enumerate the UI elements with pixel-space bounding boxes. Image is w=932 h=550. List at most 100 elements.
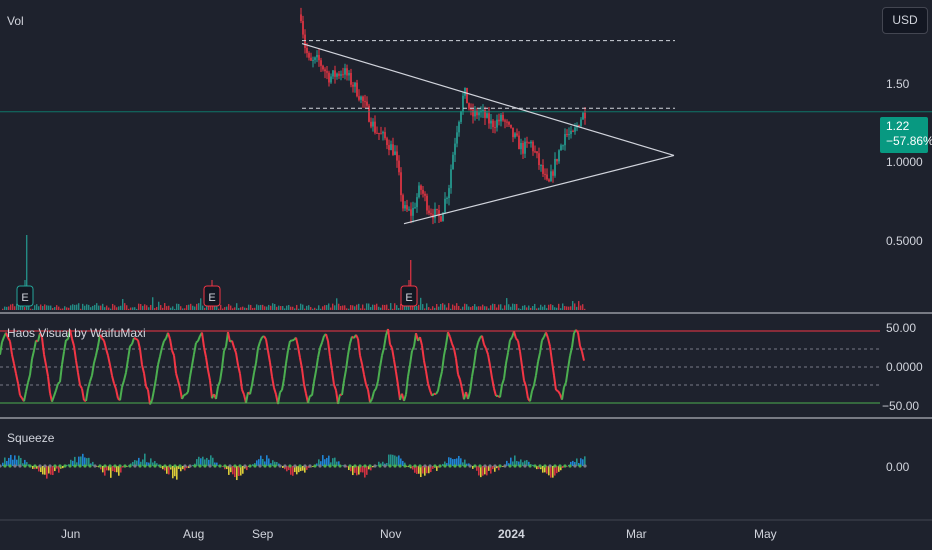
squeeze-dot [383, 464, 387, 468]
volume-bar [204, 307, 206, 310]
haos-segment [267, 350, 271, 363]
haos-segment [545, 332, 549, 339]
candle-body [418, 185, 420, 198]
candle-body [484, 110, 486, 118]
currency-button[interactable]: USD [882, 7, 928, 34]
haos-segment [313, 370, 317, 382]
candle-body [306, 47, 308, 53]
squeeze-dot [288, 464, 292, 468]
haos-segment [363, 374, 367, 385]
volume-bar [542, 306, 544, 310]
haos-segment [517, 340, 521, 352]
volume-bar [2, 308, 4, 310]
volume-bar [30, 308, 32, 310]
price-tick-1.50: 1.50 [886, 77, 910, 91]
volume-bar [420, 297, 422, 310]
volume-bar [226, 306, 228, 310]
squeeze-bar [326, 457, 328, 466]
haos-segment [47, 376, 51, 394]
squeeze-bar [168, 466, 170, 475]
squeeze-tick-0: 0.00 [886, 460, 910, 474]
volume-bar [232, 308, 234, 310]
squeeze-bar [92, 461, 94, 466]
haos-segment [125, 359, 129, 373]
volume-bar [186, 305, 188, 310]
squeeze-bar [214, 462, 216, 466]
volume-bar [164, 303, 166, 310]
squeeze-dot [133, 464, 137, 468]
squeeze-bar [320, 461, 322, 466]
haos-segment [51, 395, 55, 403]
volume-bar [480, 306, 482, 310]
volume-bar [50, 305, 52, 310]
haos-segment [227, 331, 231, 342]
volume-bar [474, 304, 476, 310]
volume-bar [512, 303, 514, 310]
candle-body [516, 133, 518, 136]
volume-bar [276, 306, 278, 310]
haos-segment [445, 331, 449, 346]
squeeze-histogram [0, 453, 587, 481]
haos-segment [209, 380, 213, 399]
squeeze-dot [28, 464, 32, 468]
volume-bar [78, 303, 80, 310]
volume-bar [390, 303, 392, 310]
volume-bar [492, 303, 494, 310]
volume-label[interactable]: Vol [7, 14, 24, 28]
squeeze-dot [113, 464, 117, 468]
haos-segment [143, 372, 147, 387]
volume-bar [140, 304, 142, 310]
volume-bar [498, 304, 500, 310]
squeeze-indicator-label[interactable]: Squeeze [7, 431, 55, 445]
squeeze-bar [240, 466, 242, 476]
squeeze-dot [178, 464, 182, 468]
candle-body [354, 82, 356, 87]
candle-body [344, 68, 346, 75]
squeeze-bar [22, 463, 24, 466]
haos-segment [181, 394, 185, 400]
volume-bar [110, 308, 112, 310]
volume-bar [348, 308, 350, 310]
haos-segment [387, 328, 391, 345]
candle-body [338, 73, 340, 76]
haos-segment [525, 386, 529, 399]
candle-body [502, 114, 504, 121]
volume-bar [314, 307, 316, 310]
volume-bar [396, 305, 398, 310]
squeeze-bar [246, 466, 248, 471]
squeeze-bar [394, 455, 396, 466]
squeeze-dot [498, 464, 502, 468]
haos-segment [85, 388, 89, 402]
haos-segment [107, 355, 111, 366]
volume-bar [400, 303, 402, 310]
haos-indicator-label[interactable]: Haos Visual by WaifuMaxi [7, 326, 146, 340]
drawing-overlays[interactable] [0, 40, 932, 225]
squeeze-dot [258, 464, 262, 468]
volume-bar [370, 307, 372, 310]
volume-bar [336, 298, 338, 310]
squeeze-bar [366, 466, 368, 475]
squeeze-bar [404, 462, 406, 466]
squeeze-dot [243, 464, 247, 468]
candle-body [358, 96, 360, 100]
squeeze-dot [128, 464, 132, 468]
haos-segment [99, 334, 103, 339]
squeeze-bar [162, 466, 164, 470]
candle-body [476, 110, 478, 116]
volume-bar [460, 308, 462, 310]
squeeze-bar [458, 455, 460, 466]
candle-body [522, 142, 524, 154]
candle-body [342, 74, 344, 76]
squeeze-bar [454, 458, 456, 466]
candle-body [388, 145, 390, 151]
squeeze-bar [514, 455, 516, 466]
squeeze-bar [460, 458, 462, 466]
squeeze-dot [108, 464, 112, 468]
squeeze-dot [393, 464, 397, 468]
volume-bar [208, 305, 210, 310]
haos-segment [245, 392, 249, 404]
volume-bar [580, 305, 582, 310]
squeeze-dot [118, 464, 122, 468]
